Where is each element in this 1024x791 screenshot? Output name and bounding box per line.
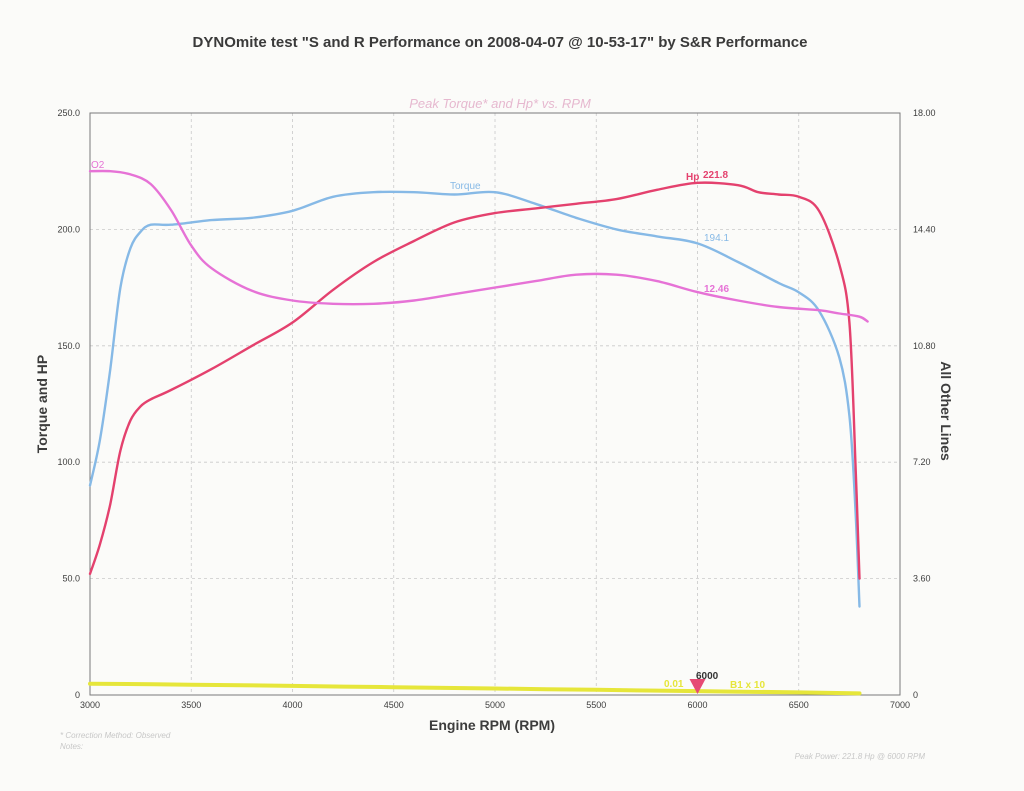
- x-axis-ticks: 3000 3500 4000 4500 5000 5500 6000 6500 7000: [80, 700, 910, 710]
- y-tick-label: 100.0: [57, 457, 80, 467]
- x-tick-label: 3000: [80, 700, 100, 710]
- y2-tick-label: 7.20: [913, 457, 931, 467]
- grid-lines: [90, 113, 900, 695]
- hp-value-label: 221.8: [703, 170, 728, 181]
- x-tick-label: 5000: [485, 700, 505, 710]
- y2-axis-ticks: 0 3.60 7.20 10.80 14.40 18.00: [913, 108, 936, 700]
- y2-tick-label: 14.40: [913, 224, 936, 234]
- y-tick-label: 150.0: [57, 341, 80, 351]
- plot-frame: [89, 112, 901, 696]
- o2-series-label: O2: [91, 160, 105, 171]
- y-tick-label: 0: [75, 690, 80, 700]
- torque-value-label: 194.1: [704, 233, 729, 244]
- cursor-rpm-label: 6000: [696, 671, 719, 682]
- y-tick-label: 250.0: [57, 108, 80, 118]
- b1-series-label: B1 x 10: [730, 680, 765, 691]
- x-tick-label: 3500: [181, 700, 201, 710]
- x-tick-label: 6000: [687, 700, 707, 710]
- y-tick-label: 200.0: [57, 224, 80, 234]
- y2-tick-label: 0: [913, 690, 918, 700]
- torque-series-label: Torque: [450, 181, 481, 192]
- y-tick-label: 50.0: [62, 574, 80, 584]
- o2-line: [88, 169, 869, 323]
- x-tick-label: 4000: [282, 700, 302, 710]
- y2-tick-label: 18.00: [913, 108, 936, 118]
- y2-axis-title: All Other Lines: [938, 361, 954, 461]
- b1-x-10-line: [88, 681, 862, 696]
- torque-line: [88, 190, 861, 608]
- x-axis-title: Engine RPM (RPM): [429, 717, 555, 733]
- b1-value-label: 0.01: [664, 679, 684, 690]
- x-tick-label: 6500: [789, 700, 809, 710]
- y2-tick-label: 10.80: [913, 341, 936, 351]
- notes-label: Notes:: [60, 742, 83, 751]
- cursor-marker-icon[interactable]: [689, 679, 706, 694]
- chart-title: DYNOmite test "S and R Performance on 20…: [193, 34, 808, 51]
- y-axis-title: Torque and HP: [34, 355, 50, 454]
- x-tick-label: 5500: [586, 700, 606, 710]
- y2-tick-label: 3.60: [913, 574, 931, 584]
- chart-subtitle: Peak Torque* and Hp* vs. RPM: [409, 96, 591, 111]
- series-lines: [88, 169, 869, 696]
- y-axis-ticks: 0 50.0 100.0 150.0 200.0 250.0: [57, 108, 80, 700]
- hp-line: [88, 181, 861, 580]
- o2-value-label: 12.46: [704, 284, 729, 295]
- x-tick-label: 4500: [384, 700, 404, 710]
- hp-series-label: Hp: [686, 172, 699, 183]
- x-tick-label: 7000: [890, 700, 910, 710]
- correction-note: * Correction Method: Observed: [60, 731, 171, 740]
- peak-power-note: Peak Power: 221.8 Hp @ 6000 RPM: [795, 752, 926, 761]
